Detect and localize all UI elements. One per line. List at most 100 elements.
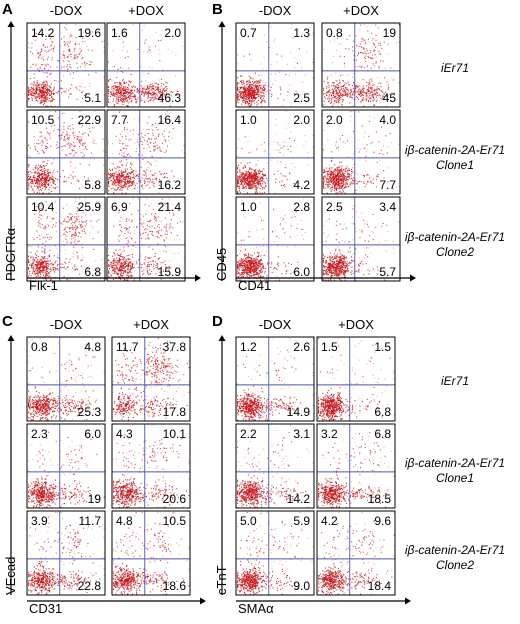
quadrant-value-lower-right: 14.2 — [287, 492, 311, 506]
quadrant-value-upper-right: 10.1 — [163, 427, 187, 441]
quadrant-value-lower-right: 45 — [383, 91, 397, 105]
scatter-plot: 1.2 2.6 14.9 — [235, 336, 315, 422]
quadrant-value-lower-right: 15.9 — [158, 265, 182, 279]
panel-d: D -DOX +DOX 1.2 2.6 14.9 1.5 1.5 6.8 2.2 3.1 14.2 3.… — [212, 313, 411, 616]
quadrant-value-upper-left: 4.2 — [321, 514, 338, 528]
condition-header: -DOX — [50, 3, 83, 18]
row-label-line2: Clone2 — [436, 558, 474, 572]
axis-arrows — [7, 335, 206, 605]
quadrant-value-upper-left: 1.0 — [240, 113, 257, 127]
event-dots — [318, 512, 395, 595]
scatter-plot: 1.0 2.0 4.2 — [235, 109, 315, 195]
event-dots — [318, 425, 395, 508]
scatter-plot: 5.0 5.9 9.0 — [235, 510, 315, 596]
quadrant-value-upper-left: 3.2 — [321, 427, 338, 441]
event-dots — [28, 512, 105, 595]
event-dots — [323, 24, 400, 107]
scatter-plot: 1.6 2.0 46.3 — [106, 22, 186, 108]
scatter-plot: 2.2 3.1 14.2 — [235, 423, 315, 509]
quadrant-value-lower-right: 17.8 — [163, 405, 187, 419]
scatter-plot: 4.3 10.1 20.6 — [111, 423, 191, 509]
event-dots — [323, 198, 400, 281]
quadrant-value-lower-right: 18.4 — [368, 579, 392, 593]
axis-arrows — [218, 21, 416, 282]
scatter-plot: 6.9 21.4 15.9 — [106, 196, 186, 282]
x-axis-label: CD31 — [29, 601, 62, 616]
quadrant-value-upper-left: 10.4 — [31, 200, 55, 214]
scatter-plot: 10.5 22.9 5.8 — [26, 109, 106, 195]
quadrant-value-upper-right: 25.9 — [78, 200, 102, 214]
quadrant-value-upper-right: 37.8 — [163, 340, 187, 354]
quadrant-value-upper-right: 10.5 — [163, 514, 187, 528]
condition-header: +DOX — [128, 3, 164, 18]
quadrant-value-upper-right: 3.4 — [379, 200, 396, 214]
quadrant-value-lower-right: 20.6 — [163, 492, 187, 506]
event-dots — [108, 111, 185, 194]
condition-header: +DOX — [133, 317, 169, 332]
event-dots — [237, 512, 314, 595]
panel-a: A -DOX +DOX 14.2 19.6 5.1 1.6 2.0 46.3 10.5 22.9 5.… — [2, 1, 201, 293]
condition-header: -DOX — [259, 3, 292, 18]
condition-header: +DOX — [338, 317, 374, 332]
x-axis-label: CD41 — [238, 278, 271, 293]
quadrant-value-upper-right: 3.1 — [293, 427, 310, 441]
scatter-plot: 0.8 4.8 25.3 — [26, 336, 106, 422]
quadrant-value-upper-right: 1.3 — [293, 26, 310, 40]
quadrant-value-lower-right: 25.3 — [78, 405, 102, 419]
quadrant-value-lower-right: 9.0 — [293, 579, 310, 593]
row-label-line1: iβ-catenin-2A-Er71 — [405, 543, 505, 557]
quadrant-value-upper-left: 2.0 — [326, 113, 343, 127]
quadrant-value-upper-right: 19 — [383, 26, 397, 40]
y-axis-label: cTnT — [214, 565, 229, 595]
panel-c: C -DOX +DOX 0.8 4.8 25.3 11.7 37.8 17.8 2.3 6.0 19 4… — [2, 313, 206, 616]
scatter-plot: 1.5 1.5 6.8 — [316, 336, 396, 422]
quadrant-value-lower-right: 14.9 — [287, 405, 311, 419]
event-dots — [28, 111, 105, 194]
quadrant-value-lower-right: 18.6 — [163, 579, 187, 593]
y-axis-label: VEcad — [3, 557, 18, 595]
quadrant-value-lower-right: 5.7 — [379, 265, 396, 279]
quadrant-value-upper-left: 5.0 — [240, 514, 257, 528]
event-dots — [108, 24, 183, 107]
quadrant-value-upper-left: 7.7 — [111, 113, 128, 127]
event-dots — [318, 338, 395, 421]
panel-letter: C — [2, 313, 13, 330]
quadrant-value-lower-right: 7.7 — [379, 178, 396, 192]
row-label: iEr71 — [441, 61, 469, 75]
quadrant-value-lower-right: 16.2 — [158, 178, 182, 192]
row-label-line2: Clone2 — [436, 245, 474, 259]
quadrant-value-lower-right: 22.8 — [78, 579, 102, 593]
scatter-plot: 4.8 10.5 18.6 — [111, 510, 191, 596]
scatter-plot: 2.3 6.0 19 — [26, 423, 106, 509]
quadrant-value-lower-right: 5.1 — [84, 91, 101, 105]
event-dots — [28, 338, 105, 421]
event-dots — [28, 198, 105, 281]
row-label-line2: Clone1 — [436, 158, 474, 172]
quadrant-value-upper-left: 0.8 — [31, 340, 48, 354]
panel-b: B -DOX +DOX 0.7 1.3 2.5 0.8 19 45 1.0 2.0 4.2 2.0 4.0… — [212, 1, 416, 293]
panel-letter: A — [2, 1, 13, 18]
scatter-plot: 2.0 4.0 7.7 — [321, 109, 401, 195]
axis-arrows — [218, 335, 411, 605]
quadrant-value-upper-left: 3.9 — [31, 514, 48, 528]
quadrant-value-upper-left: 2.5 — [326, 200, 343, 214]
scatter-plot: 3.9 11.7 22.8 — [26, 510, 106, 596]
quadrant-value-lower-right: 18.5 — [368, 492, 392, 506]
quadrant-value-upper-left: 4.8 — [116, 514, 133, 528]
scatter-plot: 3.2 6.8 18.5 — [316, 423, 396, 509]
quadrant-value-upper-left: 6.9 — [111, 200, 128, 214]
axis-arrows — [7, 21, 201, 282]
event-dots — [28, 24, 105, 107]
scatter-plot: 0.7 1.3 2.5 — [235, 22, 315, 108]
event-dots — [237, 111, 314, 194]
quadrant-value-upper-right: 2.6 — [293, 340, 310, 354]
quadrant-value-upper-right: 2.8 — [293, 200, 310, 214]
quadrant-value-lower-right: 19 — [88, 492, 102, 506]
y-axis-label: CD45 — [214, 248, 229, 281]
x-axis-label: Flk-1 — [29, 278, 58, 293]
x-axis-label: SMAα — [238, 601, 274, 616]
